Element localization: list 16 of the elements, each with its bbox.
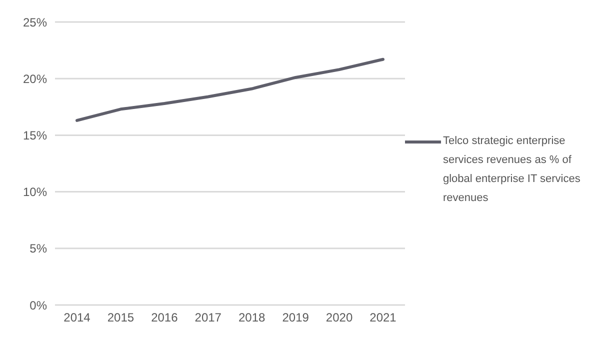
y-tick-label: 0% <box>30 298 48 312</box>
y-tick-label: 5% <box>30 242 48 256</box>
x-tick-label: 2021 <box>370 310 397 325</box>
y-tick-label: 25% <box>22 15 48 30</box>
x-tick-label: 2016 <box>151 310 178 325</box>
x-tick-label: 2017 <box>194 310 222 325</box>
x-tick-label: 2020 <box>326 310 353 325</box>
x-tick-label: 2019 <box>282 310 310 325</box>
x-tick-label: 2014 <box>64 310 91 325</box>
x-tick-label: 2018 <box>238 310 266 325</box>
legend-label: Telco strategic enterprise services revenues as % of global enterprise IT services revenues <box>443 134 582 206</box>
y-tick-label: 20% <box>22 72 48 86</box>
y-tick-label: 15% <box>22 128 48 142</box>
y-tick-label: 10% <box>22 185 48 200</box>
x-tick-label: 2015 <box>107 310 134 325</box>
line-series <box>76 58 384 122</box>
